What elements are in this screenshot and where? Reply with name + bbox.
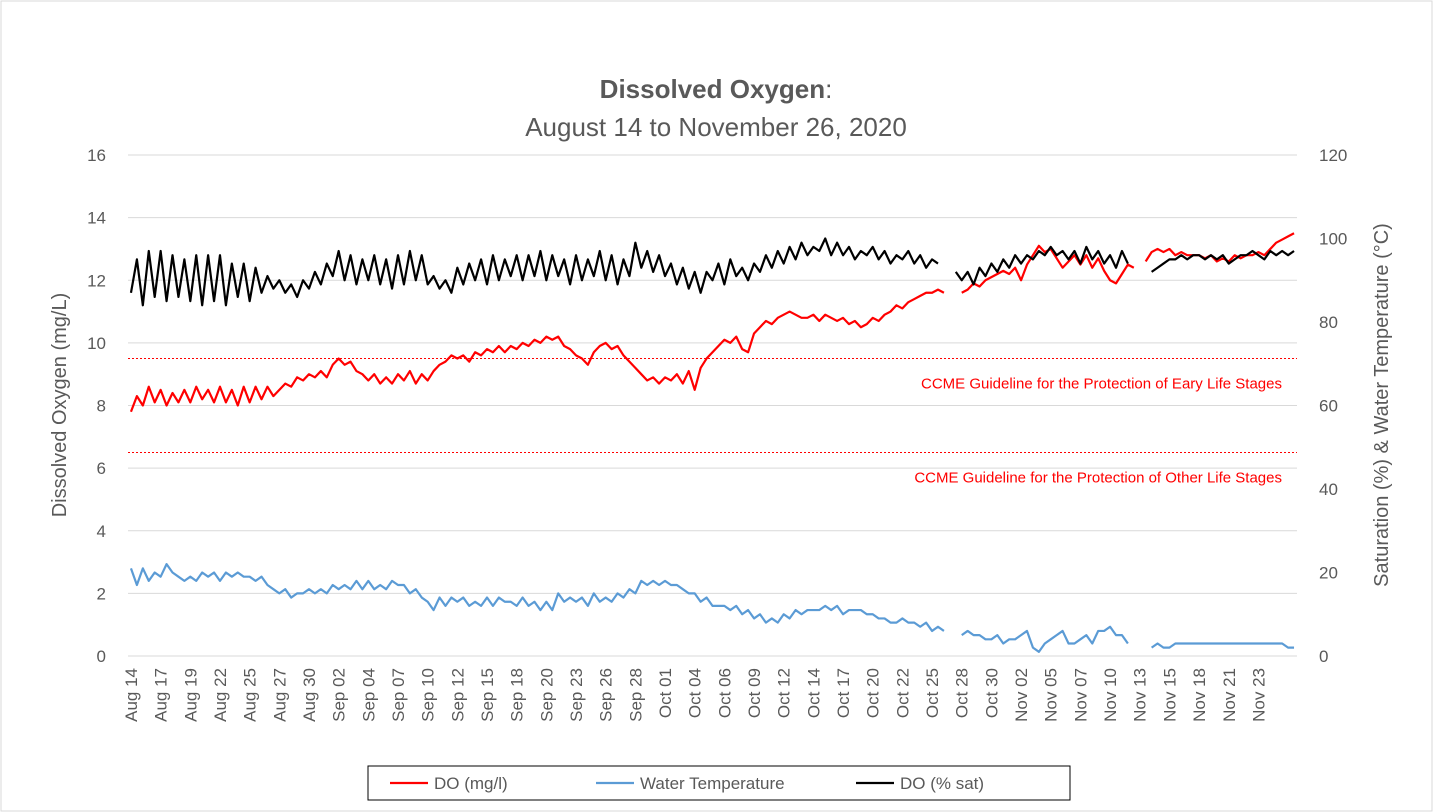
x-tick-label: Nov 23	[1249, 668, 1268, 722]
y2-tick-label: 100	[1319, 230, 1347, 249]
series-line	[129, 563, 1295, 653]
x-tick-label: Oct 17	[834, 668, 853, 718]
x-tick-label: Sep 07	[389, 668, 408, 722]
y-tick-label: 12	[87, 271, 106, 290]
x-tick-label: Sep 02	[330, 668, 349, 722]
legend-label: Water Temperature	[640, 774, 785, 793]
title-main: Dissolved Oxygen	[600, 74, 825, 104]
y2-tick-label: 60	[1319, 397, 1338, 416]
y2-tick-label: 0	[1319, 647, 1328, 666]
y-tick-label: 0	[97, 647, 106, 666]
x-tick-label: Aug 27	[270, 668, 289, 722]
x-tick-label: Aug 30	[300, 668, 319, 722]
title-separator: :	[825, 74, 832, 104]
x-tick-label: Oct 25	[923, 668, 942, 718]
x-tick-label: Aug 17	[152, 668, 171, 722]
x-tick-label: Oct 22	[893, 668, 912, 718]
series-line	[129, 237, 1295, 307]
x-tick-label: Aug 22	[211, 668, 230, 722]
x-tick-label: Sep 10	[419, 668, 438, 722]
legend-label: DO (% sat)	[900, 774, 984, 793]
x-tick-label: Sep 15	[478, 668, 497, 722]
x-tick-label: Oct 01	[656, 668, 675, 718]
y-tick-label: 6	[97, 459, 106, 478]
guideline-label: CCME Guideline for the Protection of Oth…	[914, 469, 1282, 486]
y-tick-label: 4	[97, 522, 106, 541]
x-tick-label: Oct 14	[804, 668, 823, 718]
x-tick-label: Sep 26	[597, 668, 616, 722]
x-tick-label: Nov 21	[1220, 668, 1239, 722]
y-tick-label: 14	[87, 209, 106, 228]
legend-box	[367, 765, 1071, 801]
x-tick-label: Nov 05	[1042, 668, 1061, 722]
x-tick-label: Nov 13	[1131, 668, 1150, 722]
x-tick-label: Nov 10	[1101, 668, 1120, 722]
x-tick-label: Oct 09	[745, 668, 764, 718]
y2-tick-label: 20	[1319, 564, 1338, 583]
x-tick-label: Oct 12	[775, 668, 794, 718]
y2-axis-title: Saturation (%) & Water Temperature (°C)	[1371, 223, 1393, 587]
y-axis-title: Dissolved Oxygen (mg/L)	[49, 293, 71, 518]
x-tick-label: Sep 28	[626, 668, 645, 722]
y2-tick-label: 120	[1319, 146, 1347, 165]
x-tick-label: Oct 20	[864, 668, 883, 718]
x-tick-label: Aug 19	[181, 668, 200, 722]
x-tick-label: Sep 23	[567, 668, 586, 722]
x-tick-label: Nov 18	[1190, 668, 1209, 722]
chart-subtitle: August 14 to November 26, 2020	[525, 112, 907, 142]
y-tick-label: 10	[87, 334, 106, 353]
x-tick-label: Oct 30	[982, 668, 1001, 718]
y-tick-label: 8	[97, 397, 106, 416]
x-tick-label: Nov 07	[1071, 668, 1090, 722]
y-tick-label: 16	[87, 146, 106, 165]
x-tick-label: Oct 28	[953, 668, 972, 718]
x-tick-label: Oct 06	[715, 668, 734, 718]
guideline-label: CCME Guideline for the Protection of Ear…	[921, 376, 1282, 393]
x-tick-label: Sep 18	[508, 668, 527, 722]
legend-label: DO (mg/l)	[434, 774, 508, 793]
y2-tick-label: 80	[1319, 313, 1338, 332]
x-tick-label: Nov 02	[1012, 668, 1031, 722]
x-tick-label: Aug 14	[122, 668, 141, 722]
x-tick-label: Oct 04	[686, 668, 705, 718]
x-tick-label: Nov 15	[1160, 668, 1179, 722]
x-tick-label: Aug 25	[241, 668, 260, 722]
x-tick-label: Sep 20	[537, 668, 556, 722]
y2-tick-label: 40	[1319, 480, 1338, 499]
y-tick-label: 2	[97, 584, 106, 603]
x-tick-label: Sep 04	[359, 668, 378, 722]
chart-title: Dissolved Oxygen:	[600, 74, 833, 104]
x-tick-label: Sep 12	[448, 668, 467, 722]
